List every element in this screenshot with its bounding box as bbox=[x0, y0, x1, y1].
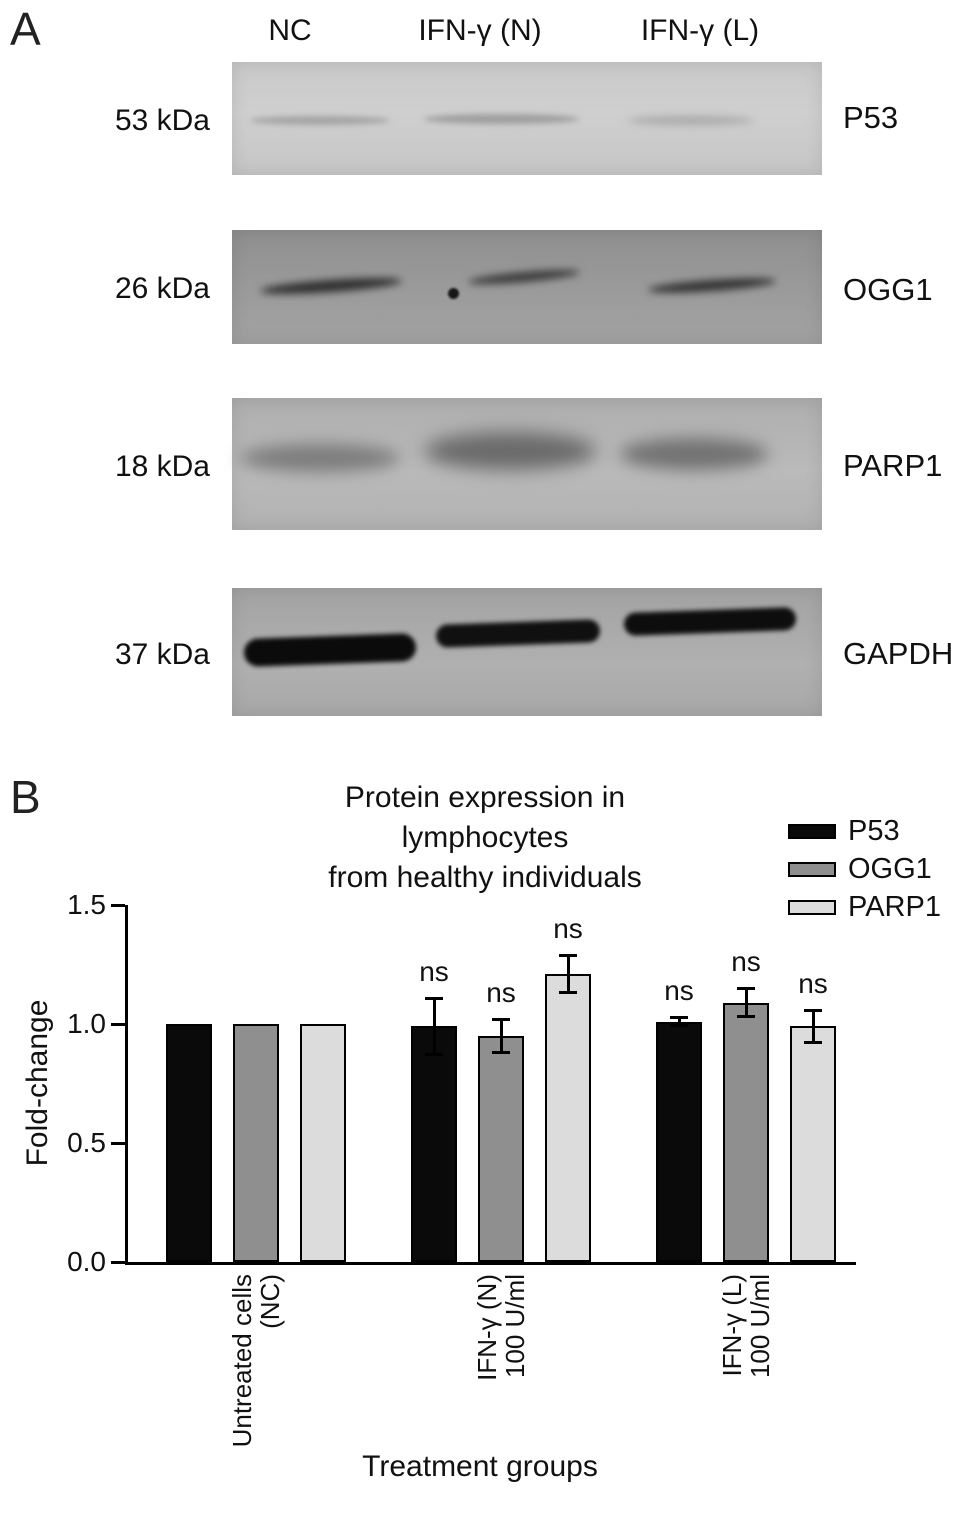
bar-ogg1-group1 bbox=[478, 1035, 524, 1262]
error-bar-cap bbox=[492, 1018, 510, 1022]
protein-label-p53: P53 bbox=[843, 100, 899, 135]
panel-b-label: B bbox=[10, 771, 41, 823]
legend-item-p53: P53 bbox=[788, 812, 941, 850]
legend-swatch bbox=[788, 861, 836, 877]
chart-title-line: from healthy individuals bbox=[328, 861, 642, 894]
bar-chart-plot-area: 0.0 0.5 1.0 1.5 ns ns ns ns ns ns Untreated cells(… bbox=[67, 889, 856, 1447]
bar-parp1-group1 bbox=[545, 974, 591, 1262]
mw-label-parp1: 18 kDa bbox=[114, 450, 210, 483]
chart-title-line: Protein expression in bbox=[344, 781, 626, 814]
bar-ogg1-group2 bbox=[723, 1002, 769, 1262]
legend-swatch bbox=[788, 823, 836, 839]
error-bar-cap bbox=[737, 987, 755, 991]
error-bar-cap bbox=[425, 996, 443, 1000]
y-axis-tick bbox=[111, 903, 125, 907]
legend-item-ogg1: OGG1 bbox=[788, 850, 941, 888]
bar-parp1-group0 bbox=[300, 1024, 346, 1262]
bar-ogg1-group0 bbox=[233, 1024, 279, 1262]
protein-band bbox=[435, 619, 601, 648]
blot-gapdh bbox=[232, 588, 822, 716]
protein-band bbox=[467, 267, 581, 287]
error-bar bbox=[677, 1016, 681, 1027]
protein-label-gapdh: GAPDH bbox=[843, 636, 954, 671]
legend-label: OGG1 bbox=[848, 852, 932, 885]
bar-p53-group0 bbox=[166, 1024, 212, 1262]
error-bar bbox=[566, 954, 570, 994]
panel-a-label: A bbox=[10, 3, 41, 55]
lane-header-ifn-n: IFN-γ (N) bbox=[418, 14, 542, 47]
x-axis-category-label: IFN-γ (L) 100 U/ml bbox=[717, 1274, 775, 1514]
error-bar bbox=[499, 1019, 503, 1053]
x-axis-category-line: Untreated cells bbox=[227, 1274, 257, 1448]
protein-band bbox=[243, 633, 417, 667]
ns-label: ns bbox=[798, 967, 828, 999]
ns-label: ns bbox=[486, 977, 516, 1009]
error-bar bbox=[744, 988, 748, 1017]
bar-p53-group2 bbox=[656, 1021, 702, 1262]
mw-label-gapdh: 37 kDa bbox=[114, 638, 210, 671]
error-bar-cap bbox=[670, 1015, 688, 1019]
protein-band bbox=[628, 116, 753, 125]
error-bar-cap bbox=[559, 991, 577, 995]
error-bar-cap bbox=[737, 1014, 755, 1018]
y-axis-tick bbox=[111, 1022, 125, 1026]
blot-parp1 bbox=[232, 398, 822, 530]
y-axis-tick-label: 1.5 bbox=[67, 889, 106, 920]
bar-p53-group1 bbox=[411, 1026, 457, 1262]
mw-label-p53: 53 kDa bbox=[114, 104, 210, 137]
y-axis-tick-label: 0.0 bbox=[67, 1246, 106, 1277]
x-axis-title: Treatment groups bbox=[362, 1450, 598, 1483]
ns-label: ns bbox=[664, 974, 694, 1006]
protein-band bbox=[647, 275, 777, 296]
error-bar-cap bbox=[804, 1041, 822, 1045]
legend-label: PARP1 bbox=[848, 890, 941, 923]
error-bar-cap bbox=[559, 953, 577, 957]
legend-label: P53 bbox=[848, 814, 900, 847]
y-axis-tick bbox=[111, 1141, 125, 1145]
ns-label: ns bbox=[553, 912, 583, 944]
protein-band bbox=[424, 114, 579, 124]
protein-band bbox=[240, 444, 400, 472]
protein-label-ogg1: OGG1 bbox=[843, 272, 933, 307]
ns-label: ns bbox=[731, 946, 761, 978]
ns-label: ns bbox=[419, 955, 449, 987]
lane-header-ifn-l: IFN-γ (L) bbox=[640, 14, 760, 47]
bar-parp1-group2 bbox=[790, 1026, 836, 1262]
x-axis-category-label: Untreated cells (NC) bbox=[227, 1274, 285, 1514]
blot-p53 bbox=[232, 62, 822, 175]
protein-label-parp1: PARP1 bbox=[843, 448, 943, 483]
error-bar-cap bbox=[670, 1024, 688, 1028]
y-axis-title: Fold-change bbox=[21, 999, 54, 1167]
y-axis-tick bbox=[111, 1260, 125, 1264]
error-bar-cap bbox=[425, 1052, 443, 1056]
protein-band bbox=[250, 116, 390, 125]
protein-band bbox=[259, 275, 403, 297]
error-bar bbox=[432, 997, 436, 1055]
legend-item-parp1: PARP1 bbox=[788, 888, 941, 926]
mw-label-ogg1: 26 kDa bbox=[114, 272, 210, 305]
legend-swatch bbox=[788, 899, 836, 915]
x-axis-category-line: IFN-γ (L) bbox=[717, 1274, 747, 1377]
chart-title: Protein expression in lymphocytes from h… bbox=[235, 778, 735, 898]
protein-band bbox=[623, 607, 797, 636]
chart-legend: P53 OGG1 PARP1 bbox=[788, 812, 941, 926]
x-axis-category-line: 100 U/ml bbox=[745, 1274, 775, 1379]
error-bar-cap bbox=[804, 1008, 822, 1012]
y-axis-tick-label: 1.0 bbox=[67, 1008, 106, 1039]
y-axis-tick-label: 0.5 bbox=[67, 1127, 106, 1158]
chart-title-line: lymphocytes bbox=[401, 821, 569, 854]
lane-header-nc: NC bbox=[268, 14, 312, 47]
error-bar bbox=[811, 1009, 815, 1044]
blot-ogg1 bbox=[232, 230, 822, 344]
protein-band bbox=[448, 288, 459, 299]
protein-band bbox=[620, 438, 768, 470]
protein-band bbox=[424, 432, 596, 470]
error-bar-cap bbox=[492, 1050, 510, 1054]
